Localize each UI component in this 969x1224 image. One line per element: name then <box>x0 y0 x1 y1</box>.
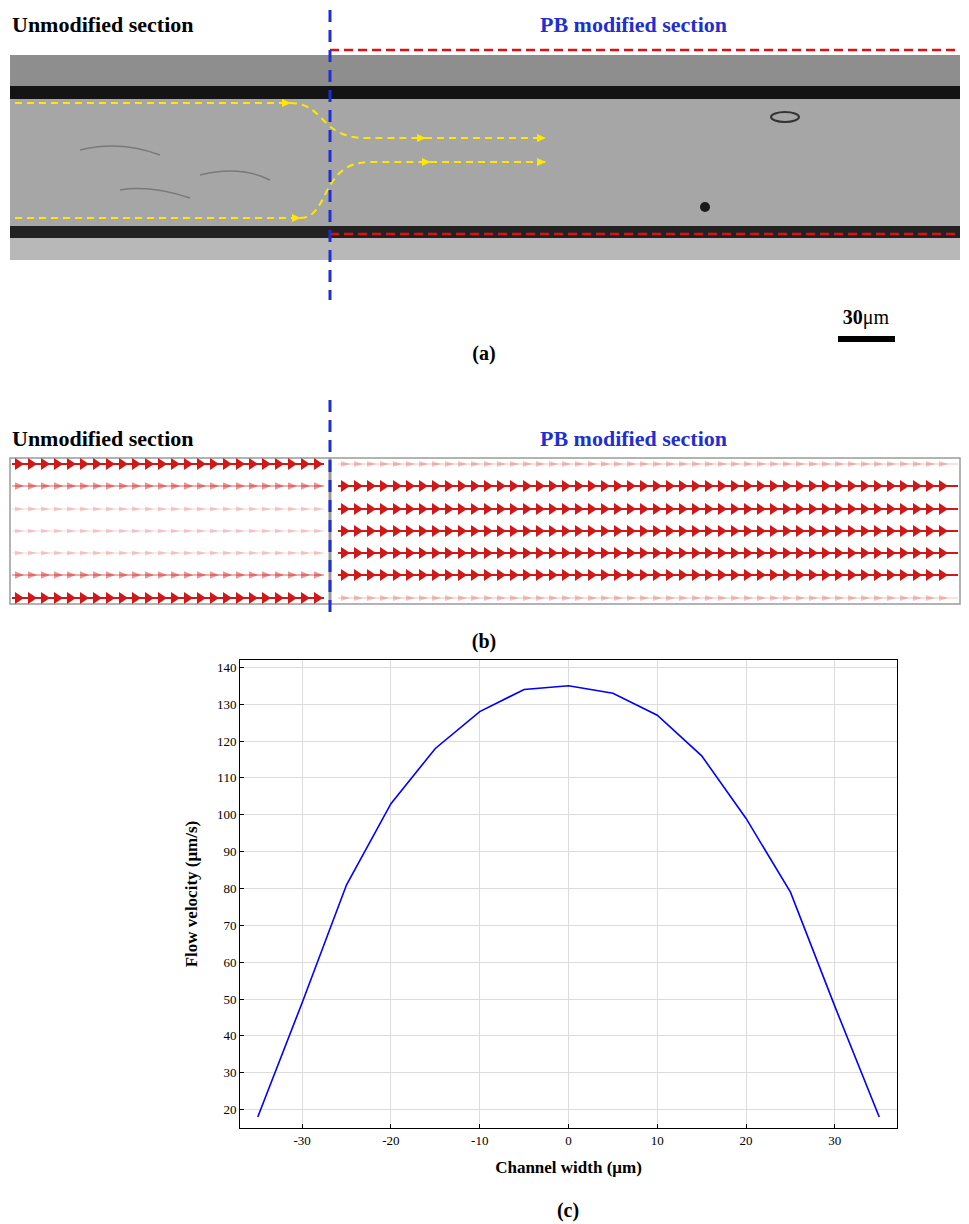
svg-text:20: 20 <box>740 1133 753 1148</box>
svg-text:30: 30 <box>223 1065 236 1080</box>
svg-text:70: 70 <box>223 918 236 933</box>
svg-text:PB modified section: PB modified section <box>540 426 727 451</box>
svg-text:90: 90 <box>223 844 236 859</box>
svg-text:(c): (c) <box>557 1199 579 1222</box>
svg-text:Flow velocity (μm/s): Flow velocity (μm/s) <box>182 821 201 968</box>
svg-text:(a): (a) <box>472 342 495 365</box>
svg-text:110: 110 <box>217 770 236 785</box>
svg-text:Unmodified section: Unmodified section <box>12 12 194 37</box>
svg-text:140: 140 <box>217 660 237 675</box>
svg-text:PB modified section: PB modified section <box>540 12 727 37</box>
svg-text:-10: -10 <box>471 1133 488 1148</box>
svg-text:-20: -20 <box>382 1133 399 1148</box>
svg-text:0: 0 <box>565 1133 572 1148</box>
svg-text:30: 30 <box>828 1133 841 1148</box>
svg-text:20: 20 <box>223 1102 236 1117</box>
svg-text:10: 10 <box>651 1133 664 1148</box>
svg-text:-30: -30 <box>293 1133 310 1148</box>
svg-text:100: 100 <box>217 807 237 822</box>
svg-text:30μm: 30μm <box>843 306 890 329</box>
svg-text:120: 120 <box>217 734 237 749</box>
svg-text:Channel width (μm): Channel width (μm) <box>495 1158 642 1177</box>
svg-text:(b): (b) <box>472 630 496 653</box>
svg-text:60: 60 <box>223 955 236 970</box>
svg-text:50: 50 <box>223 992 236 1007</box>
svg-text:80: 80 <box>223 881 236 896</box>
svg-text:130: 130 <box>217 697 237 712</box>
svg-text:Unmodified section: Unmodified section <box>12 426 194 451</box>
svg-text:40: 40 <box>223 1028 236 1043</box>
